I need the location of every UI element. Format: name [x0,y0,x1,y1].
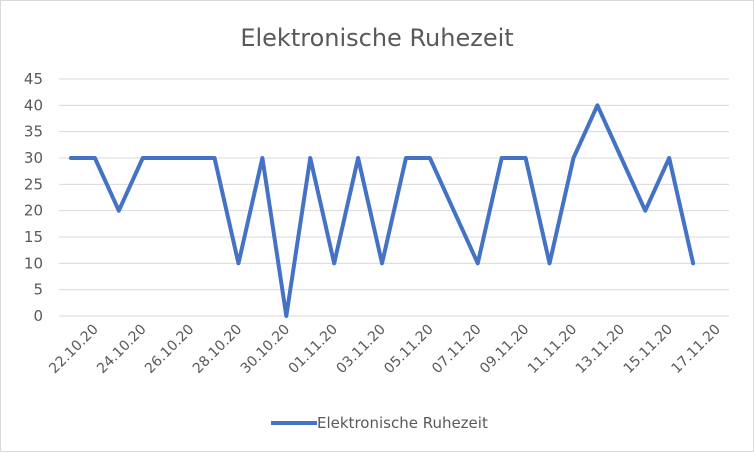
x-tick-label: 11.11.20 [525,322,580,377]
y-tick-label: 40 [24,96,43,114]
x-tick-label: 22.10.20 [46,322,101,377]
x-tick-label: 13.11.20 [573,322,628,377]
y-tick-label: 45 [24,70,43,88]
y-tick-label: 25 [24,175,43,193]
series-layer [68,103,696,318]
legend-label: Elektronische Ruhezeit [317,414,488,432]
y-tick-label: 30 [24,149,43,167]
y-tick-label: 5 [33,281,43,299]
x-tick-label: 24.10.20 [94,322,149,377]
x-tick-label: 01.11.20 [286,322,341,377]
x-tick-label: 09.11.20 [477,322,532,377]
x-tick-label: 17.11.20 [668,322,723,377]
x-tick-label: 15.11.20 [621,322,676,377]
gridlines [59,78,729,317]
x-tick-label: 26.10.20 [142,322,197,377]
y-tick-label: 0 [33,307,43,325]
x-tick-label: 28.10.20 [190,322,245,377]
x-tick-label: 05.11.20 [381,322,436,377]
x-tick-label: 03.11.20 [333,322,388,377]
x-tick-label: 30.10.20 [238,322,293,377]
y-tick-label: 20 [24,202,43,220]
y-tick-label: 10 [24,254,43,272]
series-line [68,103,696,318]
legend: Elektronische Ruhezeit [271,414,488,432]
x-axis-ticks: 22.10.2024.10.2026.10.2028.10.2030.10.20… [46,322,724,377]
y-axis-ticks: 0 5 10 15 20 25 30 35 40 45 [24,70,43,325]
y-tick-label: 15 [24,228,43,246]
x-tick-label: 07.11.20 [429,322,484,377]
chart-title: Elektronische Ruhezeit [240,24,513,52]
y-tick-label: 35 [24,123,43,141]
